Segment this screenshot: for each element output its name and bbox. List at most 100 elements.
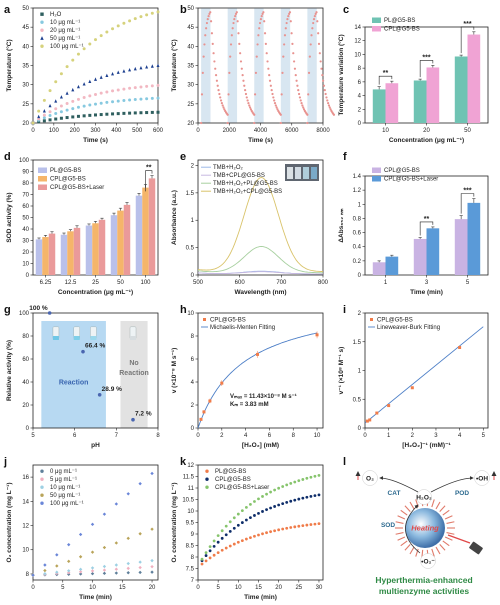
data-point bbox=[228, 520, 232, 524]
data-point bbox=[269, 490, 272, 494]
panel-letter-e: e bbox=[180, 151, 186, 163]
legend-swatch bbox=[40, 477, 44, 481]
x-tick-label: 20 bbox=[149, 585, 156, 591]
bar bbox=[413, 80, 427, 123]
data-point bbox=[287, 15, 290, 18]
data-point bbox=[150, 570, 154, 574]
y-tick-label: 40 bbox=[22, 227, 29, 233]
data-point bbox=[253, 93, 257, 96]
y-tick-label: 12 bbox=[22, 524, 29, 530]
data-point bbox=[139, 65, 143, 70]
laser-on-band bbox=[254, 8, 264, 123]
data-point bbox=[246, 99, 249, 102]
y-tick-label: 16 bbox=[22, 475, 29, 481]
significance-bracket bbox=[460, 193, 475, 214]
data-point bbox=[308, 55, 311, 58]
spectrum-line bbox=[197, 177, 324, 273]
data-point bbox=[263, 20, 266, 23]
data-point bbox=[42, 119, 46, 123]
legend-swatch bbox=[40, 485, 44, 489]
y-tick-label: 80 bbox=[22, 181, 29, 187]
legend-label: 10 μg mL⁻¹ bbox=[50, 20, 80, 26]
data-point bbox=[257, 511, 260, 515]
data-point bbox=[128, 111, 132, 115]
x-axis-label: [H₂O₂]⁻¹ (mM)⁻¹ bbox=[402, 442, 450, 449]
data-point bbox=[76, 97, 80, 101]
x-axis-label: Time (min) bbox=[410, 289, 443, 296]
data-point bbox=[150, 558, 154, 563]
bar bbox=[454, 56, 468, 123]
data-point bbox=[138, 565, 142, 570]
significance-label: ** bbox=[383, 70, 389, 77]
data-point bbox=[102, 568, 107, 572]
data-point bbox=[212, 52, 215, 55]
data-point bbox=[368, 418, 372, 422]
heat-ray bbox=[439, 543, 446, 551]
chart-h: 0 2 4 6 8 10 0 2 4 6 8 10 [H₂O₂] (mM) v (×10⁻⁸ M s⁻¹)… bbox=[171, 311, 324, 449]
panel-letter-k: k bbox=[180, 456, 187, 468]
heat-ray bbox=[397, 515, 406, 520]
y-tick-label: 6 bbox=[358, 80, 362, 86]
data-point bbox=[202, 410, 206, 414]
data-point bbox=[253, 113, 256, 116]
data-point bbox=[265, 531, 268, 535]
data-point bbox=[37, 120, 41, 124]
data-point bbox=[90, 569, 95, 573]
data-point bbox=[43, 563, 47, 567]
data-point bbox=[150, 564, 154, 569]
data-point bbox=[76, 52, 80, 56]
x-tick-label: 8 bbox=[292, 433, 296, 439]
data-point bbox=[122, 21, 126, 25]
bar bbox=[67, 231, 74, 275]
data-point bbox=[94, 102, 97, 106]
bar bbox=[426, 228, 440, 275]
data-point bbox=[78, 567, 83, 572]
legend-label: 5 μg mL⁻¹ bbox=[50, 477, 77, 483]
data-point bbox=[42, 109, 46, 113]
y-tick-label: 9 bbox=[191, 532, 195, 538]
y-tick-label: 0 bbox=[26, 273, 30, 279]
x-tick-label: 5 bbox=[61, 585, 65, 591]
point-label: 28.9 % bbox=[102, 386, 122, 393]
data-point bbox=[253, 514, 256, 517]
data-point bbox=[458, 346, 462, 349]
data-point bbox=[254, 71, 258, 74]
legend-label: CPL@G5-BS bbox=[50, 177, 86, 183]
data-point bbox=[150, 11, 154, 15]
data-point bbox=[145, 111, 149, 115]
data-point bbox=[82, 82, 86, 86]
panel-letter-d: d bbox=[4, 151, 11, 163]
data-point bbox=[261, 532, 264, 536]
data-point bbox=[296, 84, 299, 87]
data-point bbox=[139, 97, 143, 101]
x-tick-label: 300 bbox=[90, 128, 101, 134]
y-tick-label: 0 bbox=[191, 426, 195, 432]
bar bbox=[60, 234, 68, 275]
y-tick-label: 12 bbox=[354, 39, 361, 45]
legend-label: 50 μg mL⁻¹ bbox=[50, 493, 80, 499]
data-point bbox=[105, 100, 109, 104]
bar bbox=[85, 225, 93, 275]
bar bbox=[385, 83, 399, 123]
heat-ray bbox=[444, 515, 453, 520]
data-point bbox=[81, 349, 85, 354]
bar bbox=[454, 219, 468, 275]
data-point bbox=[263, 32, 267, 35]
data-point bbox=[265, 52, 268, 55]
data-point bbox=[111, 100, 115, 104]
legend-label: CPL@G5-BS bbox=[384, 168, 420, 174]
data-point bbox=[210, 32, 214, 35]
data-point bbox=[216, 84, 219, 87]
data-point bbox=[145, 13, 149, 17]
data-point bbox=[240, 521, 244, 524]
bar bbox=[467, 34, 481, 123]
x-tick-label: 100 bbox=[49, 128, 60, 134]
x-axis-label: pH bbox=[91, 442, 100, 449]
y-tick-label: 0 bbox=[26, 426, 30, 432]
data-point bbox=[220, 548, 224, 552]
y-tick-label: 14 bbox=[354, 25, 361, 31]
y-axis-label: O₂ concentration (mg L⁻¹) bbox=[171, 483, 178, 563]
data-point bbox=[292, 60, 296, 63]
y-tick-label: 50 bbox=[22, 6, 29, 12]
data-point bbox=[232, 516, 236, 520]
